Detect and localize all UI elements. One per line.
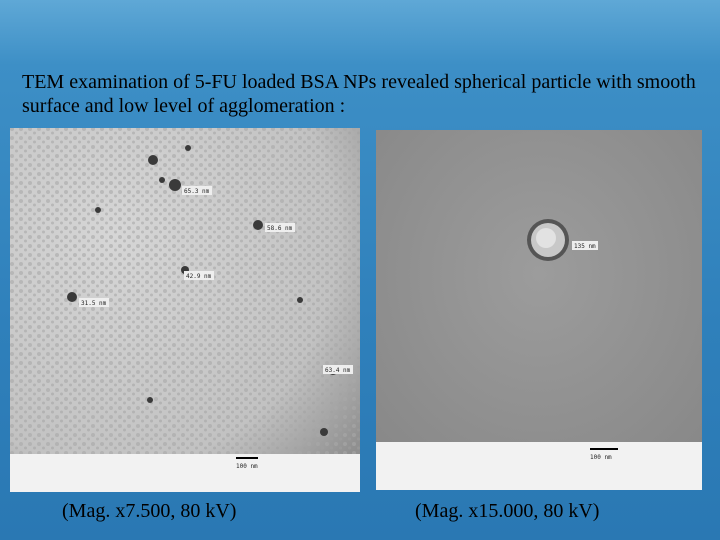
particle-label: 42.9 nm: [186, 273, 212, 280]
caption: (Mag. x7.500, 80 kV): [62, 500, 237, 522]
particle-label: 135 nm: [574, 243, 596, 250]
scale-bar-label: 100 nm: [590, 454, 612, 461]
particle-label: 31.5 nm: [81, 300, 107, 307]
caption: (Mag. x15.000, 80 kV): [415, 500, 600, 522]
tem-image-left: 100 nm 65.3 nm 58.6 nm 42.9 nm 31.5 nm 6…: [10, 128, 360, 492]
tem-image-right: 100 nm 135 nm: [376, 130, 702, 490]
particle-label: 58.6 nm: [267, 225, 293, 232]
particle-label: 63.4 nm: [325, 367, 351, 374]
particle-label: 65.3 nm: [184, 188, 210, 195]
heading: TEM examination of 5-FU loaded BSA NPs r…: [22, 71, 696, 117]
scale-bar-label: 100 nm: [236, 463, 258, 470]
